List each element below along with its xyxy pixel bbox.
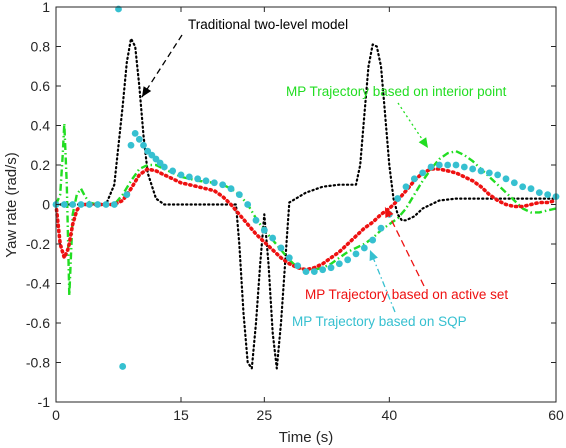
y-tick-label: 0.6 xyxy=(31,78,51,94)
data-point-sqp xyxy=(469,165,477,173)
data-point-sqp xyxy=(352,250,360,258)
y-tick-label: -0.8 xyxy=(26,355,50,371)
arrow-sqp xyxy=(369,249,396,313)
plot-area xyxy=(56,7,556,402)
data-point-sqp xyxy=(102,201,110,208)
data-point-sqp xyxy=(410,175,418,183)
data-point-sqp xyxy=(485,169,493,177)
y-tick-label: 0 xyxy=(42,197,50,213)
data-point-sqp xyxy=(227,185,235,193)
data-point-sqp xyxy=(327,264,335,272)
data-point-sqp xyxy=(269,234,277,242)
y-tick-label: 0.4 xyxy=(31,118,51,134)
annotation-arrows xyxy=(141,34,429,313)
data-point-sqp xyxy=(110,201,118,208)
data-point-sqp xyxy=(394,195,402,202)
data-point-sqp xyxy=(377,224,385,232)
data-point-sqp xyxy=(294,262,302,270)
data-point-sqp xyxy=(419,169,427,177)
data-point-sqp xyxy=(444,161,452,169)
data-point-sqp xyxy=(319,266,327,274)
arrow-interior-point-head xyxy=(418,137,428,148)
data-point-sqp xyxy=(369,236,377,244)
y-tick-label: 1 xyxy=(42,0,50,15)
y-tick-label: -0.2 xyxy=(26,236,50,252)
data-point-sqp xyxy=(135,135,143,143)
x-tick-label: 60 xyxy=(548,407,564,423)
data-point-sqp xyxy=(219,181,227,189)
data-point-sqp xyxy=(452,161,460,169)
data-point-sqp xyxy=(544,191,552,199)
y-tick-label: -0.6 xyxy=(26,315,50,331)
arrow-traditional xyxy=(141,34,183,98)
y-tick-label: -1 xyxy=(38,394,51,410)
data-point-sqp xyxy=(427,163,435,171)
y-tick-label: -0.4 xyxy=(26,276,50,292)
y-tick-label: 0.2 xyxy=(31,157,51,173)
y-tick-label: 0.8 xyxy=(31,39,51,55)
annotation-traditional: Traditional two-level model xyxy=(188,17,348,32)
series-sqp xyxy=(52,5,560,370)
data-point-sqp xyxy=(527,185,535,193)
data-point-sqp xyxy=(131,130,139,137)
data-point-sqp xyxy=(244,201,252,208)
data-point-sqp xyxy=(360,244,368,252)
data-point-sqp xyxy=(310,268,318,276)
annotation-interior-point: MP Trajectory based on interior point xyxy=(286,84,507,99)
data-point-sqp xyxy=(252,216,260,224)
data-point-sqp xyxy=(344,256,352,264)
data-point-sqp xyxy=(194,175,202,183)
data-point-sqp xyxy=(169,167,177,175)
data-point-sqp xyxy=(119,363,127,370)
data-point-sqp xyxy=(185,173,193,181)
series-layer xyxy=(52,5,560,370)
data-point-sqp xyxy=(277,244,285,252)
series-active-set-line xyxy=(54,167,558,272)
annotation-sqp: MP Trajectory based on SQP xyxy=(292,314,467,329)
data-point-sqp xyxy=(85,201,93,208)
series-traditional-line xyxy=(54,37,558,370)
data-point-sqp xyxy=(460,163,468,171)
y-axis-title: Yaw rate (rad/s) xyxy=(3,152,20,258)
arrow-sqp-head xyxy=(369,250,378,261)
x-tick-label: 15 xyxy=(173,407,189,423)
data-point-sqp xyxy=(494,171,502,179)
x-tick-label: 40 xyxy=(382,407,398,423)
data-point-sqp xyxy=(510,179,518,187)
arrow-traditional-head xyxy=(142,86,152,97)
arrow-active-set-head xyxy=(385,207,394,218)
data-point-sqp xyxy=(535,189,543,197)
data-point-sqp xyxy=(77,201,85,208)
tick-layer: 0 15 25 40 60 1 0.8 0.6 0.4 0.2 0 -0.2 -0.4 -0.6 -0.8 -… xyxy=(26,0,564,423)
data-point-sqp xyxy=(69,201,77,208)
data-point-sqp xyxy=(60,201,68,208)
annotation-active-set: MP Trajectory based on active set xyxy=(305,287,508,302)
data-point-sqp xyxy=(140,141,147,149)
data-point-sqp xyxy=(235,191,243,199)
data-point-sqp xyxy=(435,161,443,169)
data-point-sqp xyxy=(177,171,185,179)
data-point-sqp xyxy=(160,163,168,171)
data-point-sqp xyxy=(285,254,293,262)
x-axis-title: Time (s) xyxy=(279,429,333,446)
data-point-sqp xyxy=(94,201,102,208)
data-point-sqp xyxy=(477,167,485,175)
x-tick-label: 25 xyxy=(257,407,273,423)
x-tick-label: 0 xyxy=(52,407,60,423)
data-point-sqp xyxy=(260,226,268,234)
data-point-sqp xyxy=(502,175,510,183)
data-point-sqp xyxy=(210,179,218,187)
data-point-sqp xyxy=(202,177,210,185)
series-interior-point-line xyxy=(54,122,557,297)
data-point-sqp xyxy=(335,260,343,268)
data-point-sqp xyxy=(519,183,527,191)
data-point-sqp xyxy=(127,141,135,149)
data-point-sqp xyxy=(123,191,131,199)
arrow-active-set xyxy=(384,206,425,287)
data-point-sqp xyxy=(402,183,410,191)
data-point-sqp xyxy=(302,268,310,276)
